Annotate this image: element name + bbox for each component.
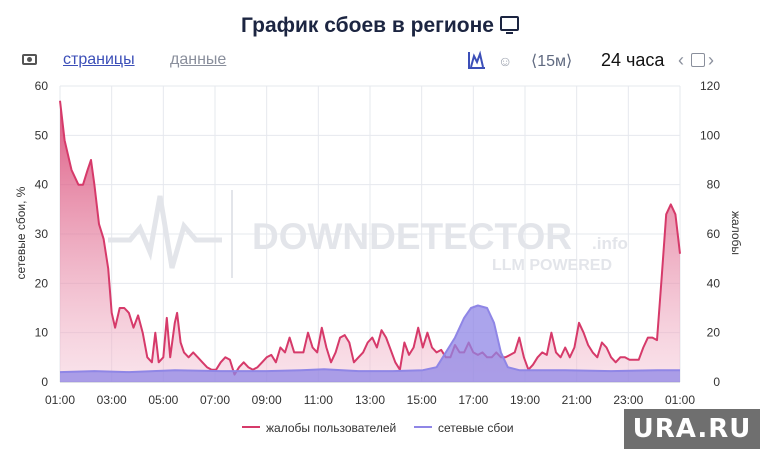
y-left-tick-label: 0 [41, 375, 48, 389]
page-title: График сбоев в регионе [0, 14, 760, 38]
legend-item-complaints[interactable]: жалобы пользователей [242, 421, 396, 435]
page-title-text: График сбоев в регионе [241, 14, 494, 37]
area-series-complaints [60, 100, 680, 383]
series-complaints [59, 100, 681, 383]
y-right-tick-label: 20 [707, 326, 721, 340]
camera-icon[interactable] [22, 54, 37, 65]
x-tick-label: 07:00 [200, 393, 230, 407]
y-left-ticks: 0 10 20 30 40 50 60 [35, 79, 49, 389]
y-right-ticks: 0 20 40 60 80 100 120 [700, 79, 720, 389]
area-series-outages [60, 305, 680, 382]
calendar-icon[interactable] [691, 53, 705, 67]
monitor-icon [499, 16, 519, 34]
legend-swatch-outages [414, 426, 432, 428]
y-left-tick-label: 30 [35, 227, 49, 241]
legend-label-outages: сетевые сбои [438, 421, 514, 435]
legend-swatch-complaints [242, 426, 260, 428]
y-right-tick-label: 0 [713, 375, 720, 389]
line-series-complaints [59, 100, 681, 376]
y-left-tick-label: 60 [35, 79, 49, 93]
y-right-tick-label: 60 [707, 227, 721, 241]
y-right-tick-label: 40 [707, 276, 721, 290]
line-series-outages [59, 304, 680, 374]
x-tick-label: 15:00 [407, 393, 437, 407]
x-tick-label: 23:00 [613, 393, 643, 407]
x-tick-label: 19:00 [510, 393, 540, 407]
x-ticks: 01:00 03:00 05:00 07:00 09:00 11:00 13:00 15:00… [45, 393, 695, 407]
y-right-tick-label: 80 [707, 178, 721, 192]
legend-label-complaints: жалобы пользователей [266, 421, 397, 435]
y-left-tick-label: 50 [35, 128, 49, 142]
y-right-tick-label: 120 [700, 79, 720, 93]
next-period-button[interactable]: › [708, 50, 714, 70]
x-tick-label: 11:00 [304, 393, 333, 407]
watermark-suffix: .info [592, 234, 628, 253]
x-tick-label: 09:00 [252, 393, 282, 407]
y-left-tick-label: 10 [35, 326, 49, 340]
area-chart-icon[interactable] [466, 49, 488, 71]
source-badge: URA.RU [624, 409, 760, 449]
person-icon[interactable]: ☺ [498, 53, 513, 69]
tab-data[interactable]: данные [170, 51, 227, 68]
y-left-tick-label: 40 [35, 178, 49, 192]
x-tick-label: 03:00 [97, 393, 127, 407]
series-outages [59, 304, 680, 382]
period-selector[interactable]: 24 часа [601, 50, 665, 70]
watermark-text: DOWNDETECTOR [252, 216, 572, 257]
prev-period-button[interactable]: ‹ [678, 50, 684, 70]
interval-selector[interactable]: ⟨15м⟩ [531, 53, 573, 70]
x-tick-label: 13:00 [355, 393, 385, 407]
x-tick-label: 21:00 [562, 393, 592, 407]
legend-item-outages[interactable]: сетевые сбои [414, 421, 514, 435]
x-tick-label: 17:00 [458, 393, 488, 407]
x-tick-label: 01:00 [665, 393, 695, 407]
watermark: DOWNDETECTOR .info LLM POWERED [108, 190, 628, 278]
x-tick-label: 05:00 [148, 393, 178, 407]
tab-pages[interactable]: страницы [63, 51, 135, 68]
y-right-axis-label: жалобы [729, 211, 743, 255]
watermark-sub: LLM POWERED [492, 257, 612, 274]
toolbar: страницы данные ☺ ⟨15м⟩ 24 часа ‹ › [0, 48, 760, 74]
y-left-tick-label: 20 [35, 276, 49, 290]
x-tick-label: 01:00 [45, 393, 75, 407]
y-left-axis-label: сетевые сбои, % [14, 186, 28, 279]
y-right-tick-label: 100 [700, 128, 720, 142]
